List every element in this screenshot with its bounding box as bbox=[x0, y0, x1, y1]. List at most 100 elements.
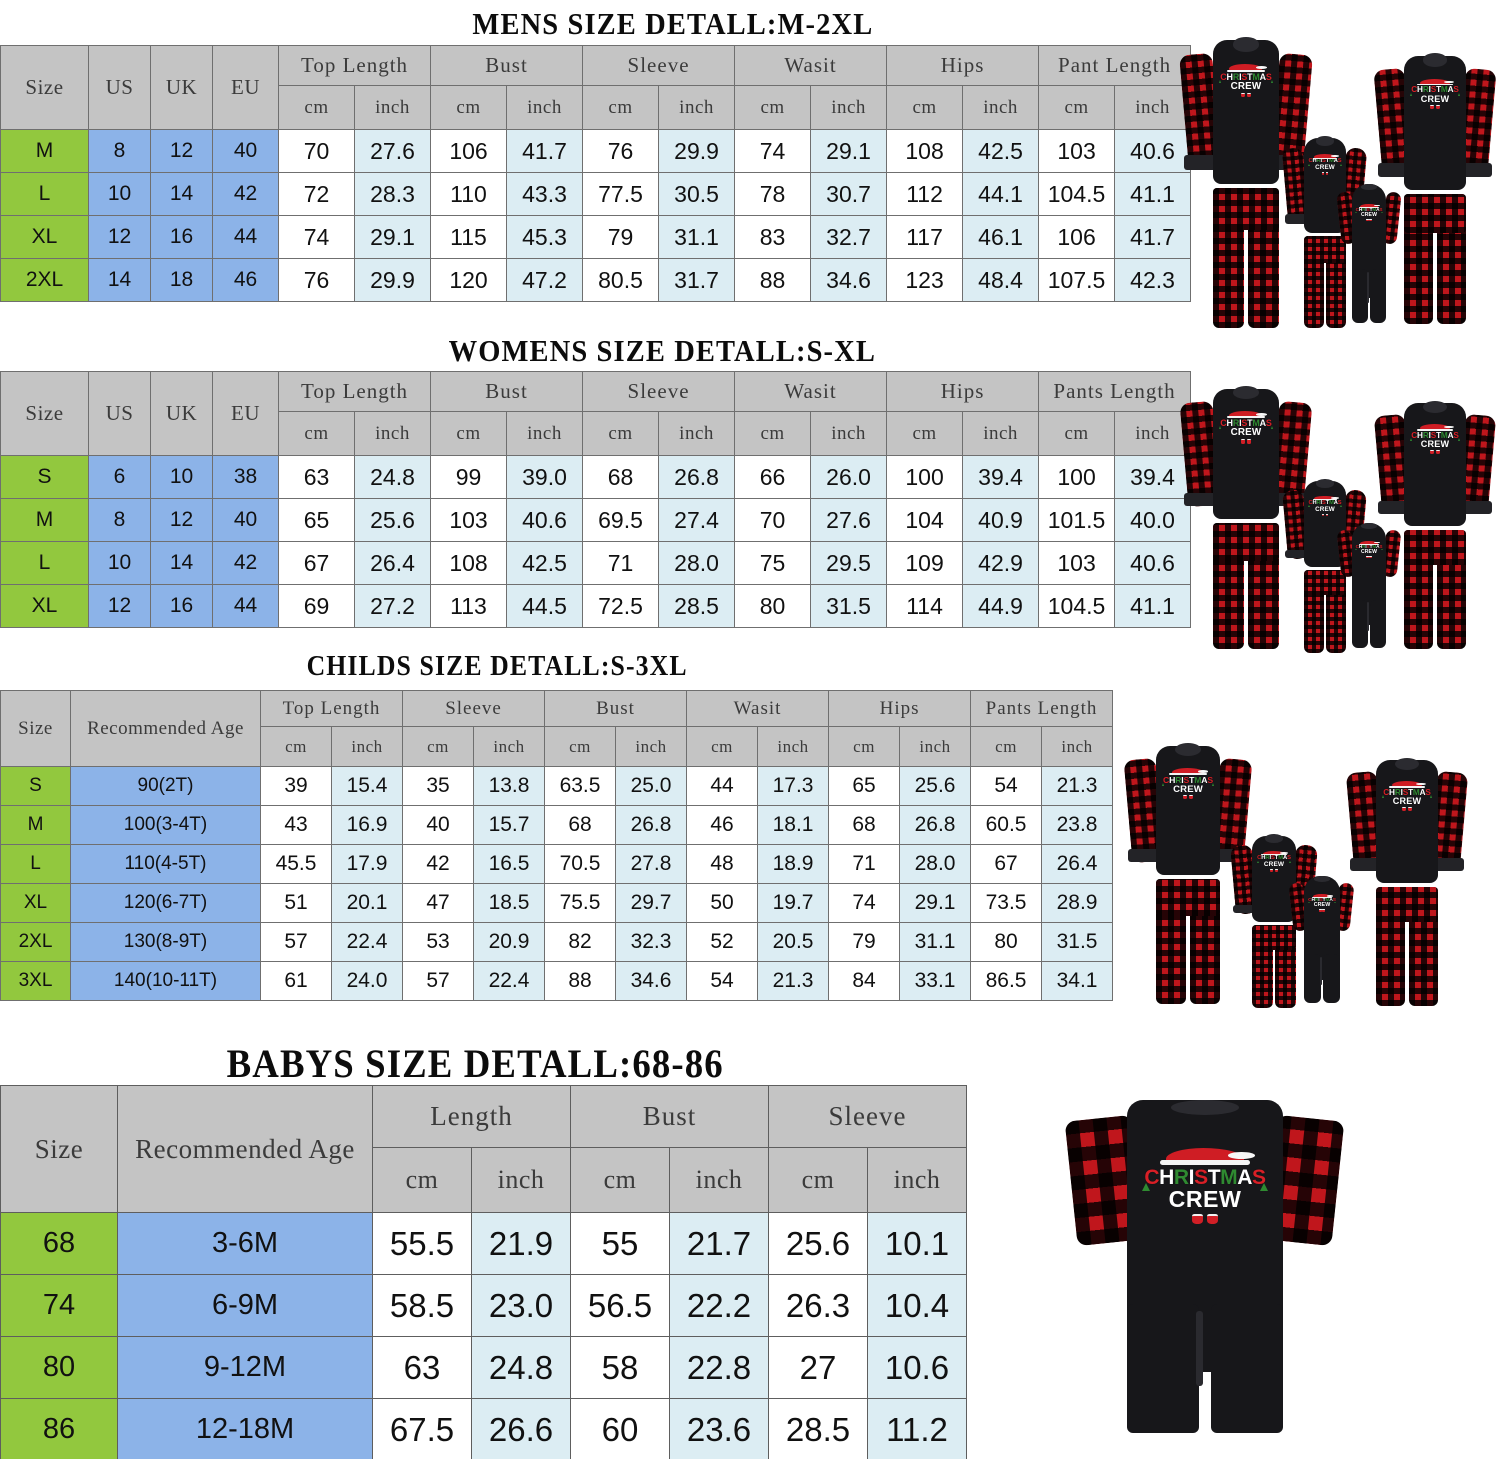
sleeve-cuff bbox=[1377, 163, 1409, 177]
neckline bbox=[1422, 53, 1448, 67]
romper-leg bbox=[1370, 269, 1387, 324]
cell-sleeve-inch: 27.4 bbox=[658, 498, 736, 542]
childs-title: CHILDS SIZE DETALL:S-3XL bbox=[306, 651, 688, 682]
header-unit-inch: inch bbox=[810, 85, 888, 130]
cell-bust-inch: 45.3 bbox=[506, 215, 584, 259]
header-size: Size bbox=[0, 1085, 118, 1213]
neckline bbox=[1316, 136, 1334, 146]
cell-size: L bbox=[0, 541, 89, 585]
romper-leg bbox=[1211, 1304, 1284, 1434]
header-unit-cm: cm bbox=[582, 85, 660, 130]
header-group-length: Length bbox=[371, 1085, 572, 1148]
cell-bust-cm: 108 bbox=[430, 541, 508, 585]
cell-recommended-age: 90(2T) bbox=[70, 766, 261, 806]
cell-bust-cm: 110 bbox=[430, 172, 508, 216]
pajama-top bbox=[1212, 389, 1280, 519]
header-unit-inch: inch bbox=[962, 85, 1040, 130]
neckline bbox=[1232, 37, 1260, 52]
cell-bust-cm: 106 bbox=[430, 129, 508, 173]
cell-bust-cm: 56.5 bbox=[570, 1274, 671, 1337]
cell-bust-inch: 29.7 bbox=[615, 883, 688, 923]
cell-top-length-inch: 25.6 bbox=[353, 498, 432, 542]
cell-uk: 16 bbox=[150, 215, 213, 259]
cell-size: 80 bbox=[0, 1336, 118, 1399]
cell-top-length-cm: 65 bbox=[278, 498, 355, 542]
header-group-bust: Bust bbox=[544, 690, 688, 727]
header-unit-inch: inch bbox=[810, 411, 888, 456]
header-unit-cm: cm bbox=[430, 85, 508, 130]
pant-waistband bbox=[1376, 886, 1438, 923]
cell-length-inch: 23.0 bbox=[470, 1274, 572, 1337]
cell-sleeve-cm: 47 bbox=[402, 883, 475, 923]
cell-pants-length-inch: 40.6 bbox=[1114, 541, 1192, 585]
romper-leg bbox=[1126, 1304, 1199, 1434]
cell-wasit-inch: 27.6 bbox=[810, 498, 888, 542]
cell-sleeve-cm: 35 bbox=[402, 766, 475, 806]
cell-sleeve-inch: 31.7 bbox=[658, 258, 736, 302]
table-row: S 6 10 38 63 24.8 99 39.0 68 26.8 66 26.0 100 39.4 100… bbox=[0, 455, 1192, 499]
cell-pants-length-inch: 41.1 bbox=[1114, 584, 1192, 628]
header-unit-inch: inch bbox=[353, 411, 432, 456]
cell-recommended-age: 100(3-4T) bbox=[70, 805, 261, 845]
neckline bbox=[1394, 757, 1420, 770]
cell-size: M bbox=[0, 129, 89, 173]
header-unit-cm: cm bbox=[582, 411, 660, 456]
cell-us: 12 bbox=[88, 584, 151, 628]
header-group-sleeve: Sleeve bbox=[582, 45, 736, 86]
header-unit-inch: inch bbox=[506, 85, 584, 130]
pajama-top bbox=[1155, 746, 1221, 875]
header-unit-cm: cm bbox=[570, 1147, 671, 1213]
cell-sleeve-cm: 27 bbox=[768, 1336, 869, 1399]
header-unit-cm: cm bbox=[686, 726, 759, 767]
table-row: M 100(3-4T) 43 16.9 40 15.7 68 26.8 46 18.1 68 26.8… bbox=[0, 805, 1114, 845]
cell-pants-length-cm: 104.5 bbox=[1038, 584, 1116, 628]
cell-wasit-cm: 50 bbox=[686, 883, 759, 923]
header-unit-cm: cm bbox=[1038, 411, 1116, 456]
cell-uk: 12 bbox=[150, 129, 213, 173]
cell-recommended-age: 12-18M bbox=[117, 1398, 373, 1459]
header-unit-inch: inch bbox=[757, 726, 830, 767]
cell-bust-inch: 22.8 bbox=[669, 1336, 770, 1399]
table-row: 68 3-6M 55.5 21.9 55 21.7 25.6 10.1 bbox=[0, 1212, 968, 1275]
header-unit-inch: inch bbox=[658, 85, 736, 130]
header-recommended-age: Recommended Age bbox=[70, 690, 261, 767]
cell-top-length-inch: 29.1 bbox=[353, 215, 432, 259]
cell-hips-inch: 46.1 bbox=[962, 215, 1040, 259]
cell-top-length-inch: 22.4 bbox=[330, 922, 404, 962]
sleeve-cuff bbox=[1461, 501, 1493, 514]
cell-pants-length-cm: 103 bbox=[1038, 541, 1116, 585]
sleeve-cuff bbox=[1461, 163, 1493, 177]
pajama-top bbox=[1212, 40, 1280, 184]
cell-size: M bbox=[0, 805, 71, 845]
sleeve-cuff bbox=[1233, 904, 1256, 914]
cell-uk: 10 bbox=[150, 455, 213, 499]
cell-hips-cm: 71 bbox=[828, 844, 901, 884]
cell-us: 14 bbox=[88, 258, 151, 302]
cell-top-length-inch: 17.9 bbox=[330, 844, 404, 884]
header-us: US bbox=[88, 371, 151, 456]
cell-top-length-cm: 70 bbox=[278, 129, 355, 173]
cell-bust-inch: 25.0 bbox=[615, 766, 688, 806]
header-unit-inch: inch bbox=[658, 411, 736, 456]
cell-wasit-cm: 70 bbox=[734, 498, 812, 542]
cell-hips-cm: 65 bbox=[828, 766, 901, 806]
cell-top-length-inch: 16.9 bbox=[330, 805, 404, 845]
header-unit-cm: cm bbox=[734, 411, 812, 456]
cell-pants-length-inch: 21.3 bbox=[1041, 766, 1114, 806]
cell-top-length-cm: 45.5 bbox=[260, 844, 332, 884]
cell-pants-length-inch: 40.0 bbox=[1114, 498, 1192, 542]
cell-us: 8 bbox=[88, 129, 151, 173]
cell-size: 2XL bbox=[0, 922, 71, 962]
cell-bust-inch: 32.3 bbox=[615, 922, 688, 962]
cell-size: L bbox=[0, 172, 89, 216]
cell-wasit-inch: 17.3 bbox=[757, 766, 830, 806]
cell-size: L bbox=[0, 844, 71, 884]
cell-top-length-cm: 57 bbox=[260, 922, 332, 962]
header-group-bust: Bust bbox=[430, 371, 584, 412]
womens-title: WOMENS SIZE DETALL:S-XL bbox=[448, 333, 876, 368]
cell-sleeve-cm: 76 bbox=[582, 129, 660, 173]
cell-sleeve-inch: 31.1 bbox=[658, 215, 736, 259]
cell-recommended-age: 6-9M bbox=[117, 1274, 373, 1337]
header-group-pant-length: Pant Length bbox=[1038, 45, 1192, 86]
cell-pant-length-inch: 41.1 bbox=[1114, 172, 1192, 216]
